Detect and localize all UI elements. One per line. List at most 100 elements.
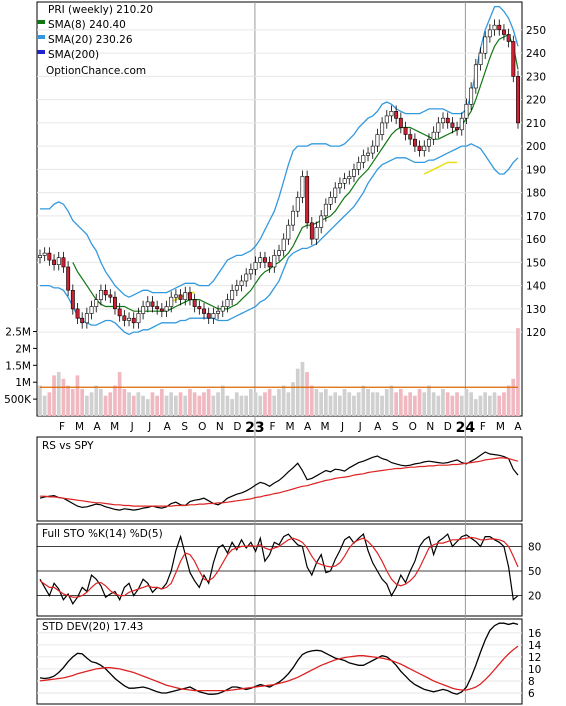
volume-bar-93 xyxy=(473,399,478,416)
volume-bar-15 xyxy=(108,392,113,416)
volume-tick-label-0: 500K xyxy=(4,394,32,406)
candle-body-14 xyxy=(103,289,108,296)
candle-body-73 xyxy=(380,122,385,135)
candle-body-51 xyxy=(277,250,281,256)
sto-tick-label-1: 50 xyxy=(528,566,541,578)
volume-bar-53 xyxy=(286,392,291,416)
volume-bar-71 xyxy=(370,392,375,416)
candle-body-65 xyxy=(342,178,347,184)
candle-body-80 xyxy=(412,138,417,147)
candle-body-50 xyxy=(272,255,277,268)
candle-body-94 xyxy=(478,52,483,65)
candle-body-37 xyxy=(211,313,216,319)
candle-body-67 xyxy=(351,169,356,177)
candle-body-24 xyxy=(150,301,155,307)
x-tick-label-0: F xyxy=(59,421,65,433)
x-tick-label-14: A xyxy=(304,421,312,433)
sto-k-line xyxy=(39,533,519,605)
rs-average-line xyxy=(40,457,519,507)
bollinger-upper-line xyxy=(40,5,519,298)
std-dev-lines xyxy=(39,622,519,695)
volume-bar-32 xyxy=(188,389,192,416)
legend-sma8: SMA(8) 240.40 xyxy=(48,19,126,31)
candle-body-22 xyxy=(141,306,146,314)
std-title: STD DEV(20) 17.43 xyxy=(42,621,143,633)
volume-bar-102 xyxy=(516,328,520,416)
price-tick-label-4: 160 xyxy=(526,234,546,246)
candle-body-29 xyxy=(174,294,178,298)
price-tick-label-0: 120 xyxy=(526,327,546,339)
candle-body-18 xyxy=(122,315,127,321)
volume-bar-88 xyxy=(450,395,455,416)
price-legend: PRI (weekly) 210.20 SMA(8) 240.40 SMA(20… xyxy=(37,4,153,77)
candle-body-20 xyxy=(131,317,136,324)
volume-bar-98 xyxy=(497,395,502,416)
candle-body-56 xyxy=(300,176,305,198)
candle-body-55 xyxy=(295,197,300,212)
candle-body-19 xyxy=(127,317,132,321)
x-tick-label-18: A xyxy=(374,421,382,433)
volume-bar-30 xyxy=(178,392,183,416)
rs-line xyxy=(39,451,519,511)
volume-bar-62 xyxy=(328,395,333,416)
candle-body-63 xyxy=(333,187,338,198)
volume-bar-50 xyxy=(272,395,277,416)
candle-body-49 xyxy=(267,262,272,268)
candle-body-43 xyxy=(239,280,244,286)
volume-bar-73 xyxy=(380,395,384,416)
candle-body-30 xyxy=(178,294,183,300)
x-tick-label-21: N xyxy=(426,421,434,433)
candle-body-77 xyxy=(398,117,403,128)
candle-body-7 xyxy=(70,289,75,310)
candle-body-31 xyxy=(183,292,188,300)
volume-bar-17 xyxy=(117,372,122,416)
volume-bar-56 xyxy=(300,361,305,416)
candle-body-66 xyxy=(347,176,352,179)
candle-body-64 xyxy=(337,183,342,189)
candle-body-96 xyxy=(487,29,492,38)
candle-body-48 xyxy=(262,257,267,263)
x-tick-label-3: M xyxy=(110,421,119,433)
candle-body-5 xyxy=(61,257,66,268)
volume-bar-36 xyxy=(206,389,211,416)
stochastic-lines xyxy=(39,533,519,605)
volume-bar-38 xyxy=(216,392,220,416)
volume-bar-18 xyxy=(122,389,127,416)
volume-bar-94 xyxy=(478,395,483,416)
volume-bar-82 xyxy=(422,392,427,416)
candle-body-40 xyxy=(225,299,230,307)
candle-body-45 xyxy=(248,268,253,275)
x-tick-label-20: O xyxy=(409,421,417,433)
candle-body-44 xyxy=(244,273,249,282)
candle-body-53 xyxy=(286,224,291,240)
volume-bar-52 xyxy=(281,385,286,416)
volume-bar-67 xyxy=(352,395,356,416)
volume-bar-33 xyxy=(192,392,197,416)
volume-bar-9 xyxy=(80,389,84,416)
candle-body-58 xyxy=(309,222,314,240)
sto-title: Full STO %K(14) %D(5) xyxy=(42,528,163,540)
volume-bar-75 xyxy=(389,385,394,416)
volume-bar-27 xyxy=(164,395,169,416)
std-tick-label-1: 8 xyxy=(528,676,535,688)
volume-bar-58 xyxy=(309,385,314,416)
candle-body-57 xyxy=(305,176,310,224)
candle-body-91 xyxy=(464,104,469,119)
candle-body-100 xyxy=(506,34,511,42)
volume-bar-34 xyxy=(197,395,202,416)
volume-bar-1 xyxy=(42,395,47,416)
volume-bar-91 xyxy=(464,389,469,416)
volume-bar-29 xyxy=(174,395,178,416)
price-tick-label-13: 250 xyxy=(526,25,546,37)
candle-body-41 xyxy=(230,289,235,300)
price-tick-label-7: 190 xyxy=(526,164,546,176)
volume-bar-87 xyxy=(445,392,450,416)
candle-body-47 xyxy=(258,257,263,263)
x-tick-label-5: J xyxy=(147,421,151,433)
candle-body-95 xyxy=(483,36,488,54)
volume-bar-83 xyxy=(427,385,431,416)
candle-body-13 xyxy=(99,289,103,300)
volume-bar-6 xyxy=(66,385,70,416)
x-tick-label-2: A xyxy=(93,421,101,433)
